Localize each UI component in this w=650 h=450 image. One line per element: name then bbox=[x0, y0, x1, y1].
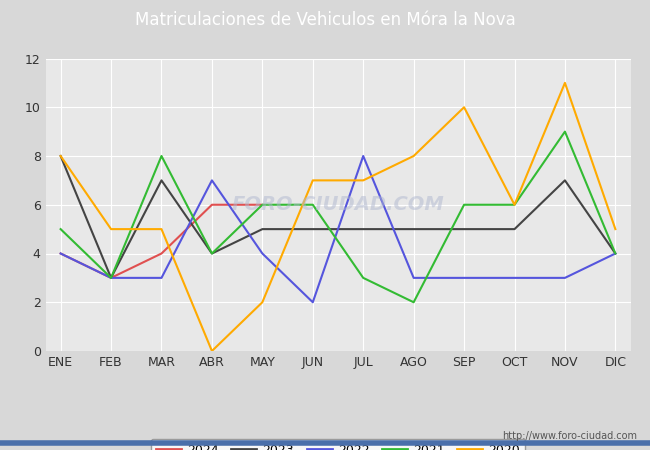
2021 bbox=[208, 251, 216, 256]
2020 bbox=[107, 226, 115, 232]
2023 bbox=[57, 153, 64, 159]
2021 bbox=[460, 202, 468, 207]
2021 bbox=[612, 251, 619, 256]
2023 bbox=[612, 251, 619, 256]
2022 bbox=[309, 300, 317, 305]
2024 bbox=[259, 202, 266, 207]
2024 bbox=[208, 202, 216, 207]
2021 bbox=[359, 275, 367, 281]
2021 bbox=[511, 202, 519, 207]
2020 bbox=[57, 153, 64, 159]
2022 bbox=[460, 275, 468, 281]
2020 bbox=[511, 202, 519, 207]
Line: 2024: 2024 bbox=[60, 205, 263, 278]
2020 bbox=[561, 80, 569, 86]
2021 bbox=[309, 202, 317, 207]
2024 bbox=[157, 251, 165, 256]
2023 bbox=[561, 178, 569, 183]
2020 bbox=[157, 226, 165, 232]
2022 bbox=[57, 251, 64, 256]
2023 bbox=[460, 226, 468, 232]
2024 bbox=[107, 275, 115, 281]
2021 bbox=[157, 153, 165, 159]
2023 bbox=[309, 226, 317, 232]
2023 bbox=[410, 226, 417, 232]
Line: 2021: 2021 bbox=[60, 131, 616, 302]
2023 bbox=[107, 275, 115, 281]
2020 bbox=[359, 178, 367, 183]
2020 bbox=[460, 104, 468, 110]
2022 bbox=[561, 275, 569, 281]
2023 bbox=[359, 226, 367, 232]
2023 bbox=[259, 226, 266, 232]
Text: http://www.foro-ciudad.com: http://www.foro-ciudad.com bbox=[502, 431, 637, 441]
2020 bbox=[208, 348, 216, 354]
2020 bbox=[612, 226, 619, 232]
Text: Matriculaciones de Vehiculos en Móra la Nova: Matriculaciones de Vehiculos en Móra la … bbox=[135, 11, 515, 29]
2020 bbox=[410, 153, 417, 159]
2020 bbox=[309, 178, 317, 183]
2021 bbox=[561, 129, 569, 134]
2021 bbox=[410, 300, 417, 305]
2021 bbox=[107, 275, 115, 281]
Line: 2023: 2023 bbox=[60, 156, 616, 278]
2022 bbox=[511, 275, 519, 281]
Legend: 2024, 2023, 2022, 2021, 2020: 2024, 2023, 2022, 2021, 2020 bbox=[151, 439, 525, 450]
2022 bbox=[259, 251, 266, 256]
2022 bbox=[157, 275, 165, 281]
2023 bbox=[157, 178, 165, 183]
2022 bbox=[107, 275, 115, 281]
Line: 2020: 2020 bbox=[60, 83, 616, 351]
2022 bbox=[410, 275, 417, 281]
2022 bbox=[208, 178, 216, 183]
2023 bbox=[208, 251, 216, 256]
2024 bbox=[57, 251, 64, 256]
Line: 2022: 2022 bbox=[60, 156, 616, 302]
Text: FORO-CIUDAD.COM: FORO-CIUDAD.COM bbox=[231, 195, 445, 214]
2021 bbox=[259, 202, 266, 207]
2020 bbox=[259, 300, 266, 305]
2022 bbox=[612, 251, 619, 256]
2021 bbox=[57, 226, 64, 232]
2023 bbox=[511, 226, 519, 232]
2022 bbox=[359, 153, 367, 159]
